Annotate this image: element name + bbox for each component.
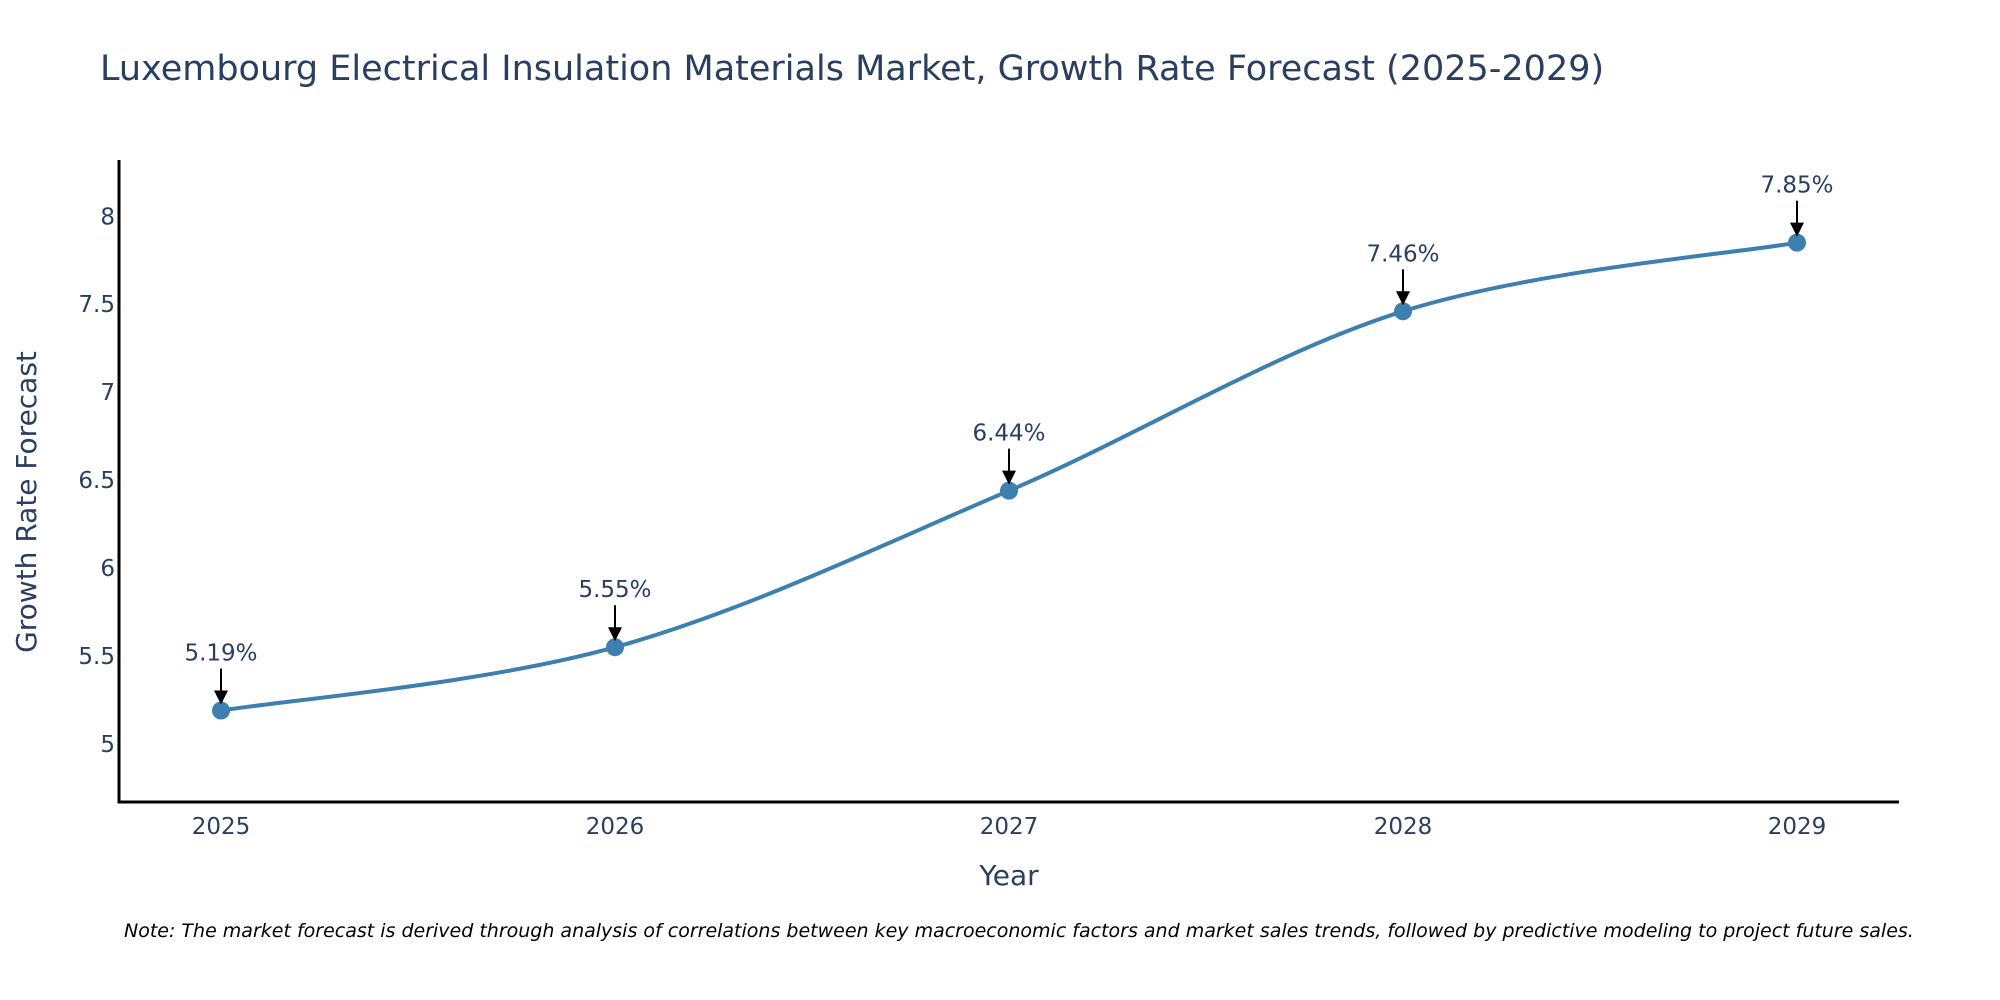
data-labels: 5.19% 5.55% 6.44% 7.46% 7.85% [184,173,1834,705]
data-point-marker [1394,302,1412,321]
y-tick-label: 6.5 [78,468,115,494]
data-point-marker [1000,481,1018,500]
chart-title: Luxembourg Electrical Insulation Materia… [100,49,1604,89]
annotation-arrowhead [1396,291,1410,306]
y-tick-label: 6 [100,556,115,582]
data-label: 7.85% [1760,173,1833,199]
y-tick-label: 7 [100,380,115,406]
data-point-marker [1788,233,1806,252]
data-label: 7.46% [1366,241,1439,267]
annotation-arrowhead [1790,222,1804,237]
annotation-arrowhead [608,627,622,642]
y-axis-ticks: 5 5.5 6 6.5 7 7.5 8 [78,204,115,758]
y-tick-label: 5.5 [78,644,115,670]
data-label: 6.44% [972,421,1045,447]
annotation-arrowhead [214,690,228,705]
footnote: Note: The market forecast is derived thr… [124,920,1914,942]
x-axis-title: Year [978,859,1039,892]
data-label: 5.19% [184,641,257,667]
y-tick-label: 8 [100,204,115,230]
data-label: 5.55% [578,577,651,603]
data-point-marker [212,701,230,720]
y-tick-label: 5 [100,732,115,758]
x-axis-ticks: 2025 2026 2027 2028 2029 [192,814,1827,840]
x-tick-label: 2025 [192,814,251,840]
x-tick-label: 2027 [980,814,1039,840]
data-point-marker [606,638,624,657]
data-markers [212,233,1806,720]
x-tick-label: 2029 [1768,814,1827,840]
y-axis-title: Growth Rate Forecast [10,351,43,653]
annotation-arrowhead [1002,470,1016,485]
x-tick-label: 2028 [1374,814,1433,840]
y-tick-label: 7.5 [78,292,115,318]
x-tick-label: 2026 [586,814,645,840]
